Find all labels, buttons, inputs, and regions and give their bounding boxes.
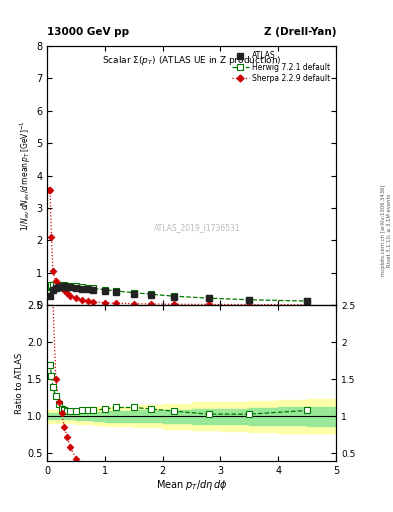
Text: Rivet 3.1.10, ≥ 3.1M events: Rivet 3.1.10, ≥ 3.1M events [387,194,391,267]
X-axis label: Mean $p_T/d\eta\,d\phi$: Mean $p_T/d\eta\,d\phi$ [156,478,228,493]
Y-axis label: $1/N_{ev}\,dN_{ev}/d\,\mathrm{mean}\,p_T\,[\mathrm{GeV}]^{-1}$: $1/N_{ev}\,dN_{ev}/d\,\mathrm{mean}\,p_T… [19,120,33,231]
Y-axis label: Ratio to ATLAS: Ratio to ATLAS [15,352,24,414]
Text: Scalar $\Sigma(p_T)$ (ATLAS UE in Z production): Scalar $\Sigma(p_T)$ (ATLAS UE in Z prod… [102,54,281,67]
Text: 13000 GeV pp: 13000 GeV pp [47,27,129,37]
Legend: ATLAS, Herwig 7.2.1 default, Sherpa 2.2.9 default: ATLAS, Herwig 7.2.1 default, Sherpa 2.2.… [230,50,332,84]
Text: Z (Drell-Yan): Z (Drell-Yan) [264,27,336,37]
Text: mcplots.cern.ch [arXiv:1306.3436]: mcplots.cern.ch [arXiv:1306.3436] [381,185,386,276]
Text: ATLAS_2019_I1736531: ATLAS_2019_I1736531 [154,223,241,232]
